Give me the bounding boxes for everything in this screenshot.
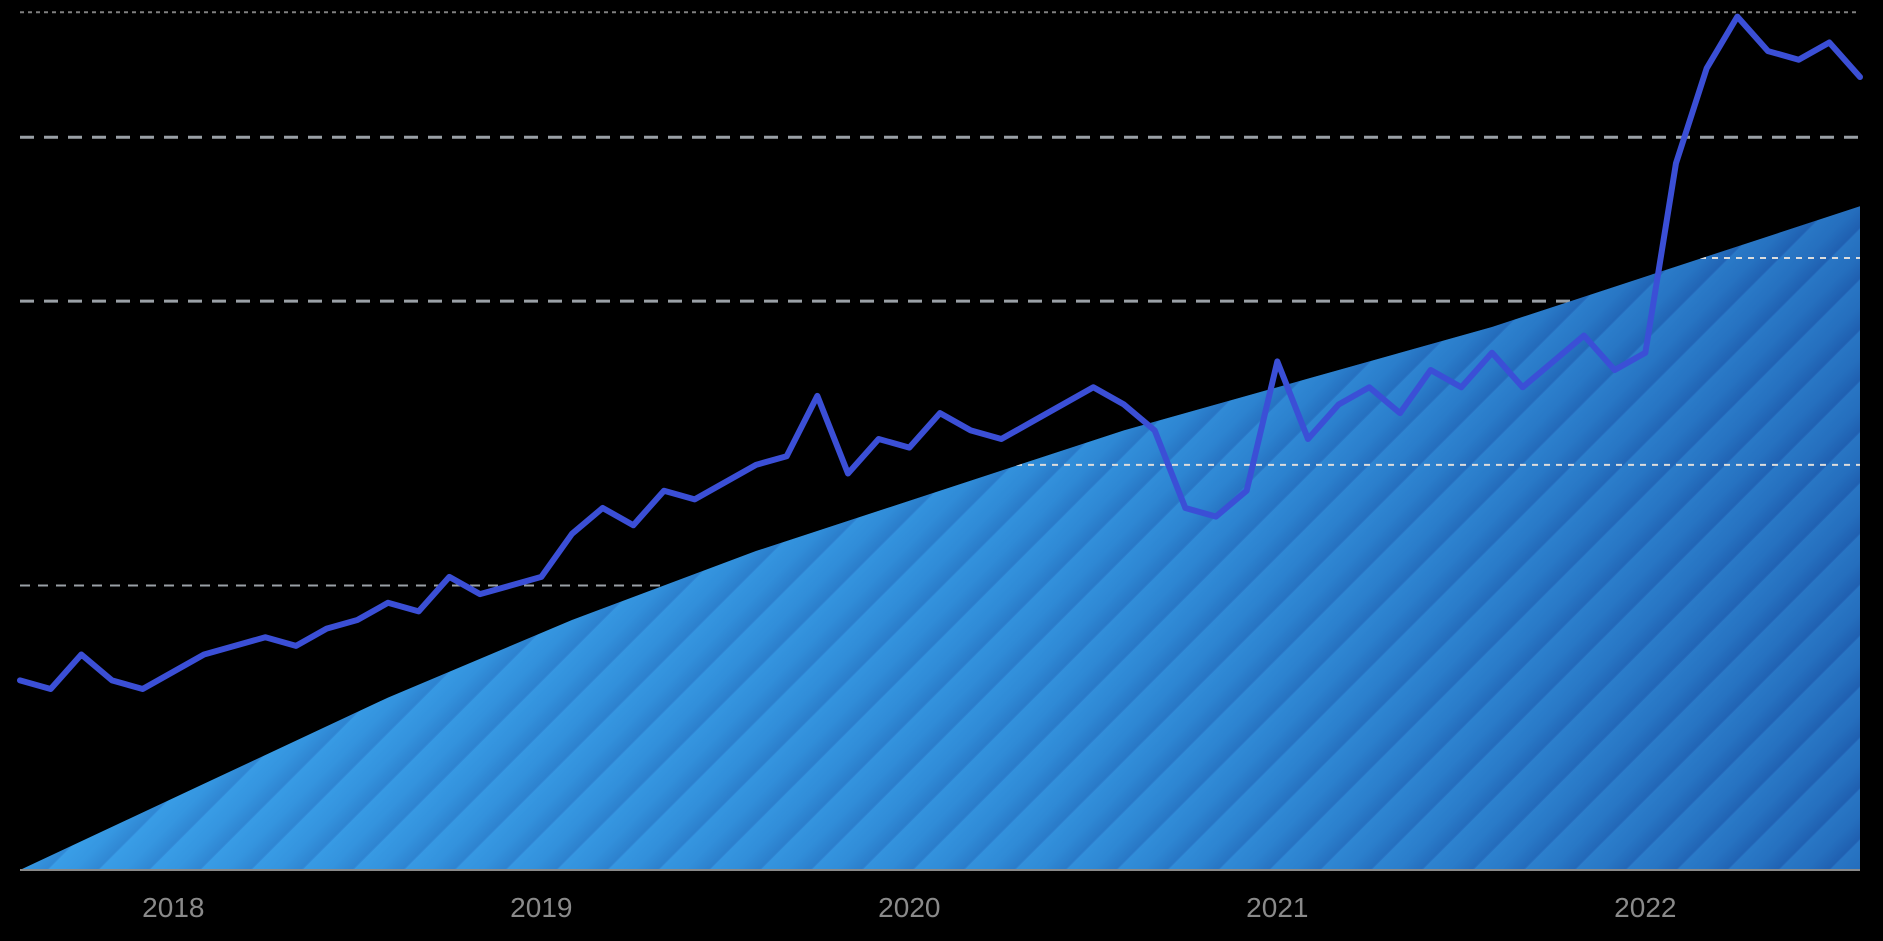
- growth-chart: 2018 2019 2020 2021 2022: [0, 0, 1883, 941]
- chart-canvas: [0, 0, 1883, 941]
- x-axis-label: 2019: [510, 892, 572, 924]
- x-axis-label: 2020: [878, 892, 940, 924]
- x-axis-label: 2021: [1246, 892, 1308, 924]
- x-axis-label: 2022: [1614, 892, 1676, 924]
- x-axis-label: 2018: [142, 892, 204, 924]
